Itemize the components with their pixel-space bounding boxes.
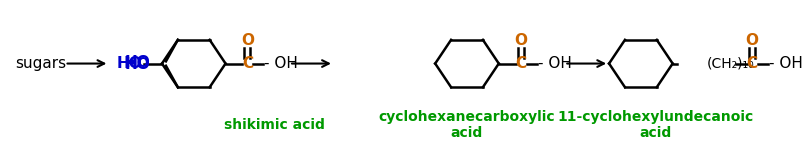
- Text: acid: acid: [640, 126, 672, 140]
- Text: (CH₂)₁₀: (CH₂)₁₀: [706, 57, 754, 70]
- Text: O: O: [514, 33, 527, 48]
- Text: - OH: - OH: [264, 56, 298, 71]
- Text: acid: acid: [451, 126, 483, 140]
- Text: cyclohexanecarboxylic: cyclohexanecarboxylic: [379, 110, 556, 124]
- Text: C: C: [515, 56, 526, 71]
- Text: O: O: [241, 33, 254, 48]
- Text: - OH: - OH: [538, 56, 572, 71]
- Text: HO: HO: [124, 57, 150, 72]
- Text: 11-cyclohexylundecanoic: 11-cyclohexylundecanoic: [558, 110, 754, 124]
- Text: HO: HO: [124, 55, 150, 70]
- Text: - OH: - OH: [769, 56, 803, 71]
- Text: O: O: [745, 33, 758, 48]
- Text: C: C: [747, 56, 757, 71]
- Text: sugars: sugars: [15, 56, 66, 71]
- Text: HO: HO: [116, 56, 142, 71]
- Text: shikimic acid: shikimic acid: [224, 118, 324, 132]
- Text: C: C: [242, 56, 253, 71]
